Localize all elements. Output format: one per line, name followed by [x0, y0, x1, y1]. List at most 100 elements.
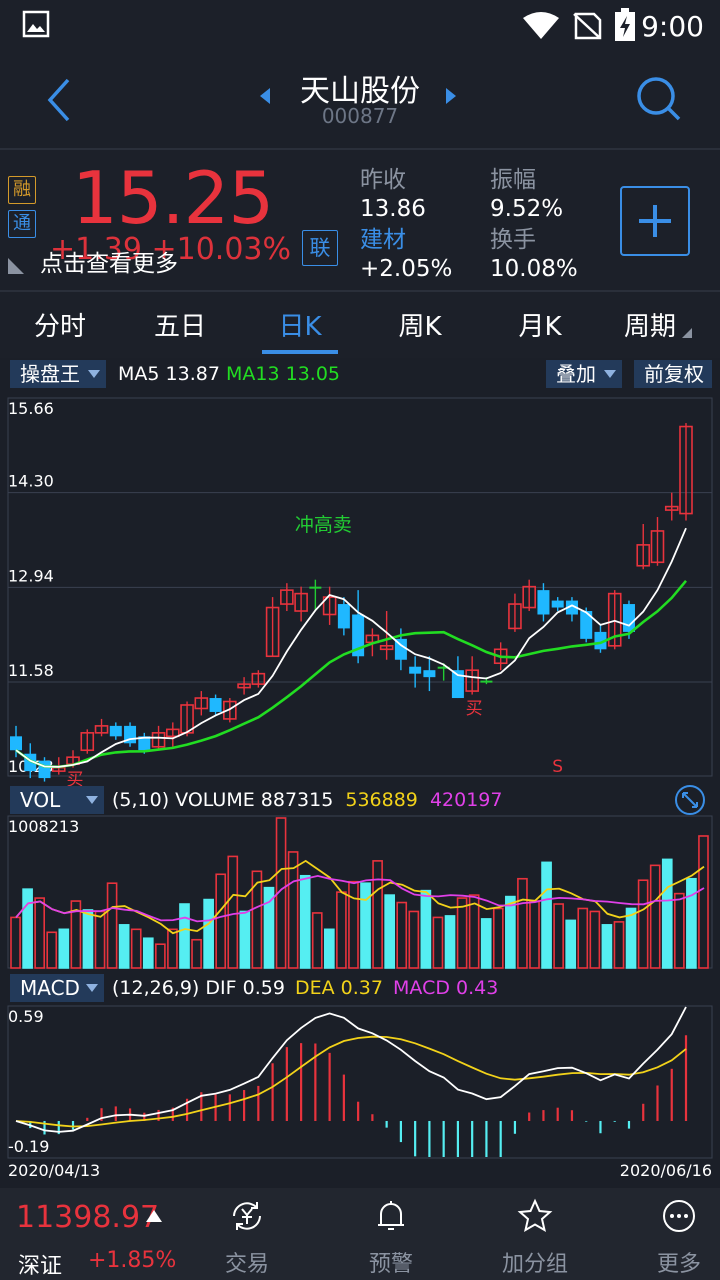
more-icon: [663, 1200, 695, 1232]
tab-weekly-k[interactable]: 周K: [398, 312, 442, 342]
trade-label: 交易: [224, 1252, 269, 1277]
bell-icon: [378, 1201, 404, 1230]
active-tab-indicator: [262, 350, 338, 354]
candle-body: [622, 604, 635, 632]
macd-legend: (12,26,9) DIF 0.59 DEA 0.37 MACD 0.43: [112, 977, 498, 999]
candle-body: [166, 728, 180, 738]
index-name[interactable]: 深证: [18, 1254, 63, 1279]
volume-bar: [239, 910, 251, 969]
candle-body: [352, 614, 365, 657]
candle-body: [194, 697, 209, 710]
trade-icon: [233, 1202, 261, 1230]
volume-bar: [625, 907, 637, 969]
candle-body: [309, 586, 322, 589]
price-axis-label: 11.58: [8, 661, 54, 680]
macd-selector[interactable]: MACD: [10, 974, 104, 1002]
tab-five-day[interactable]: 五日: [153, 312, 206, 342]
volume-bar: [106, 882, 118, 969]
volume-bar: [480, 918, 492, 969]
candle-body: [109, 725, 122, 737]
volume-bar: [299, 874, 311, 969]
volume-bar: [505, 895, 516, 969]
volume-bar: [408, 910, 420, 969]
volume-bar: [311, 912, 323, 969]
buy-signal: 买: [67, 770, 84, 790]
volume-bar: [155, 943, 166, 969]
expand-icon[interactable]: [674, 784, 706, 816]
volume-selector[interactable]: VOL: [10, 786, 104, 814]
candle-body: [636, 544, 651, 567]
corner-triangle-icon: [8, 258, 24, 274]
price-axis-label: 15.66: [8, 399, 54, 418]
sector[interactable]: 建材 +2.05%: [360, 220, 452, 282]
volume-legend: (5,10) VOLUME 887315 536889 420197: [112, 789, 502, 811]
candle-body: [10, 736, 22, 751]
volume-bar: [227, 855, 239, 969]
prev-stock-icon[interactable]: [258, 86, 272, 106]
candle-body: [679, 425, 693, 515]
ma13-label: MA13: [225, 363, 280, 385]
prev-close: 昨收 13.86: [360, 160, 426, 222]
turnover-label: 换手: [490, 227, 536, 253]
nav-bar: 天山股份 000877: [0, 52, 720, 148]
star-icon: [517, 1198, 553, 1233]
search-icon[interactable]: [636, 76, 682, 122]
candle-body: [451, 670, 464, 699]
amplitude-value: 9.52%: [490, 196, 564, 222]
macd-panel-frame: [7, 1005, 713, 1159]
more-button[interactable]: 更多: [624, 1198, 720, 1278]
dea-label: DEA: [294, 977, 335, 999]
sector-label[interactable]: 建材: [360, 227, 406, 253]
add-group-button[interactable]: 加分组: [480, 1198, 590, 1278]
volume-bar: [541, 861, 552, 969]
no-signal-icon: [573, 12, 602, 40]
volume-bar: [215, 873, 227, 969]
add-watchlist-button[interactable]: [620, 186, 690, 256]
status-bar: 9:00: [0, 0, 720, 52]
sell-signal: S: [552, 757, 563, 777]
buy-signal: 买: [466, 699, 483, 719]
amplitude: 振幅 9.52%: [490, 160, 563, 222]
candle-body: [537, 590, 550, 615]
volume-ma2: 420197: [429, 789, 503, 811]
turnover-value: 10.08%: [490, 256, 578, 282]
quote-panel[interactable]: 融 通 15.25 +1.39 +10.03% 点击查看更多 联 昨收 13.8…: [0, 150, 720, 290]
tab-period[interactable]: 周期: [623, 312, 676, 342]
volume-params: (5,10) VOLUME: [112, 789, 255, 811]
volume-label: VOL: [20, 788, 61, 812]
next-stock-icon[interactable]: [444, 86, 458, 106]
volume-bar: [130, 928, 142, 969]
tab-monthly-k[interactable]: 月K: [518, 312, 562, 342]
macd-axis-bottom-label: -0.19: [8, 1137, 49, 1156]
volume-bar: [565, 919, 577, 969]
alert-button[interactable]: 预警: [336, 1198, 446, 1278]
volume-panel-frame: [7, 815, 713, 969]
back-arrow-icon[interactable]: [40, 76, 80, 124]
tab-daily-k[interactable]: 日K: [278, 312, 322, 342]
candle-body: [650, 530, 665, 564]
volume-bar: [70, 900, 82, 969]
chart-area[interactable]: 操盘王 MA5 13.87 MA13 13.05 叠加 前复权 15.66 14.…: [0, 358, 720, 1188]
alert-label: 预警: [368, 1252, 413, 1277]
trade-button[interactable]: 交易: [192, 1198, 302, 1278]
macd-params: (12,26,9) DIF: [112, 977, 237, 999]
indicator-selector[interactable]: 操盘王: [10, 360, 106, 388]
volume-axis-label: 1008213: [8, 817, 79, 836]
linked-button[interactable]: 联: [302, 230, 338, 266]
candle-body: [337, 604, 350, 629]
tab-intraday[interactable]: 分时: [33, 312, 86, 342]
volume-bar: [10, 916, 21, 969]
wifi-icon: [523, 12, 559, 39]
view-more-link[interactable]: 点击查看更多: [40, 251, 178, 277]
ma13-line: [15, 579, 687, 769]
volume-bar: [661, 858, 673, 969]
volume-bar: [323, 928, 335, 969]
up-triangle-icon: [146, 1210, 162, 1222]
overlay-selector[interactable]: 叠加: [546, 360, 622, 388]
index-value[interactable]: 11398.97: [16, 1200, 160, 1235]
volume-bar: [649, 864, 661, 969]
volume-bar: [58, 928, 70, 969]
adjust-selector[interactable]: 前复权: [634, 360, 712, 388]
volume-value: 887315: [260, 789, 334, 811]
dea-line: [15, 1035, 687, 1128]
